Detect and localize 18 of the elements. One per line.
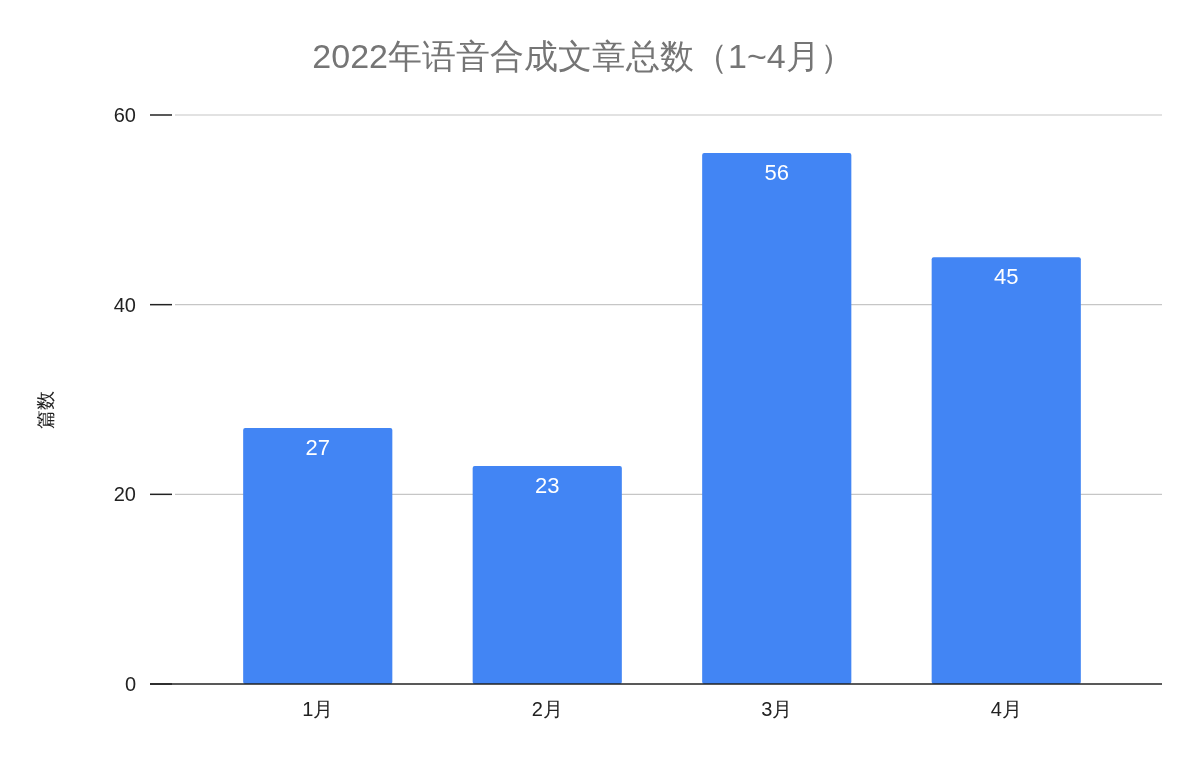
title: 2022年语音合成文章总数（1~4月） xyxy=(312,37,854,75)
bar xyxy=(243,427,393,684)
data-label: 45 xyxy=(994,264,1019,290)
x-tick-label: 4月 xyxy=(990,698,1022,720)
y-tick-label: 20 xyxy=(113,483,136,506)
x-tick-label: 3月 xyxy=(761,698,793,720)
x-tick-label: 1月 xyxy=(302,698,334,720)
data-label: 56 xyxy=(764,159,789,185)
bar xyxy=(472,465,622,684)
y-tick-label: 0 xyxy=(124,673,136,695)
y-tick-label: 40 xyxy=(113,293,136,316)
data-label: 27 xyxy=(305,434,330,460)
y-tick-label: 60 xyxy=(113,104,136,126)
bar xyxy=(702,152,852,684)
bar xyxy=(931,257,1081,684)
x-tick-label: 2月 xyxy=(531,698,563,720)
data-label: 23 xyxy=(535,472,560,498)
y-axis-title: 篇数 xyxy=(35,391,56,429)
